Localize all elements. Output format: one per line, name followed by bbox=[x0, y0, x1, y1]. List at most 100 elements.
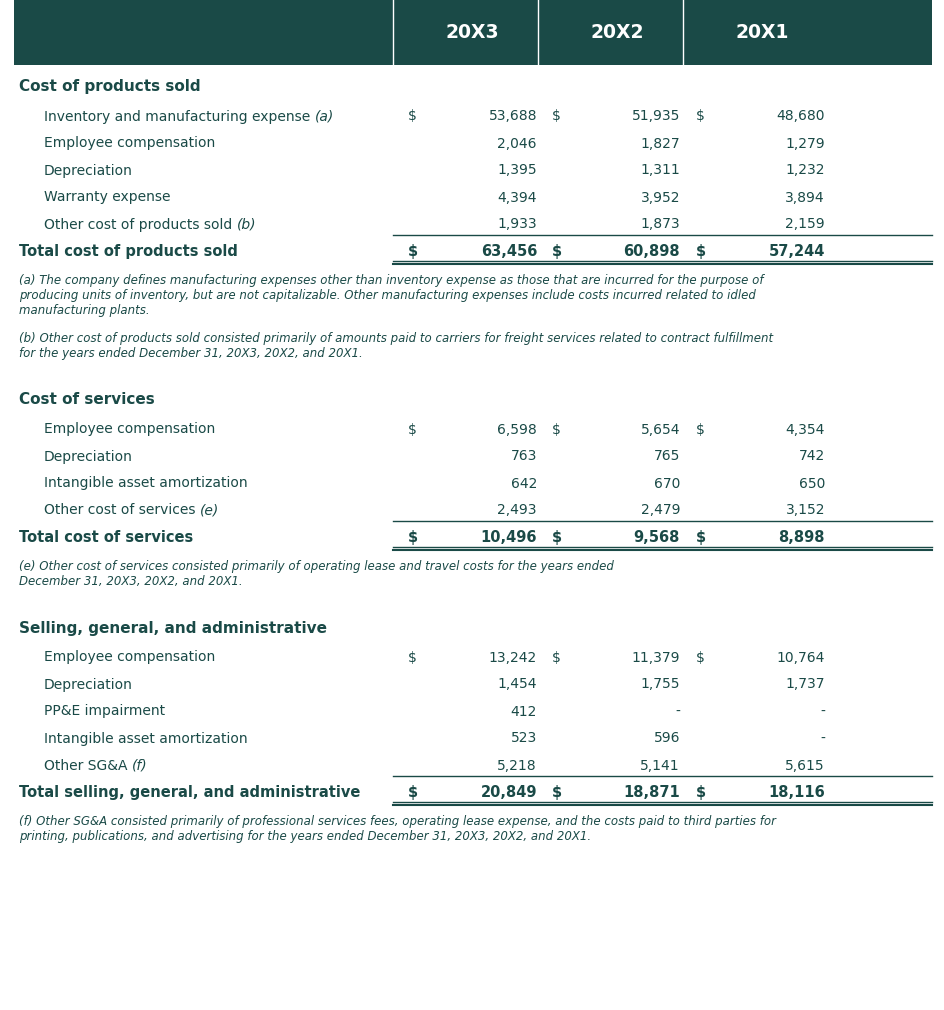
Text: 642: 642 bbox=[510, 477, 536, 491]
Text: 1,395: 1,395 bbox=[497, 164, 536, 178]
Text: 4,394: 4,394 bbox=[497, 191, 536, 204]
Text: $: $ bbox=[696, 530, 705, 545]
Text: 1,933: 1,933 bbox=[497, 217, 536, 231]
Text: Inventory and manufacturing expense: Inventory and manufacturing expense bbox=[44, 109, 314, 123]
Text: manufacturing plants.: manufacturing plants. bbox=[19, 304, 149, 317]
Text: 53,688: 53,688 bbox=[488, 109, 536, 123]
Text: 650: 650 bbox=[798, 477, 824, 491]
Text: producing units of inventory, but are not capitalizable. Other manufacturing exp: producing units of inventory, but are no… bbox=[19, 289, 755, 302]
Text: 63,456: 63,456 bbox=[480, 244, 536, 259]
Text: 1,311: 1,311 bbox=[640, 164, 680, 178]
Text: 1,232: 1,232 bbox=[784, 164, 824, 178]
Text: 9,568: 9,568 bbox=[633, 530, 680, 545]
Text: 48,680: 48,680 bbox=[776, 109, 824, 123]
Text: (f): (f) bbox=[132, 759, 147, 773]
Text: 8,898: 8,898 bbox=[778, 530, 824, 545]
Text: 1,279: 1,279 bbox=[784, 136, 824, 150]
Text: 3,152: 3,152 bbox=[784, 504, 824, 517]
Text: 1,873: 1,873 bbox=[640, 217, 680, 231]
Text: (e) Other cost of services consisted primarily of operating lease and travel cos: (e) Other cost of services consisted pri… bbox=[19, 560, 614, 573]
Text: $: $ bbox=[551, 650, 561, 665]
Text: $: $ bbox=[696, 650, 704, 665]
Text: 763: 763 bbox=[510, 449, 536, 464]
Text: 523: 523 bbox=[510, 731, 536, 745]
Text: Selling, general, and administrative: Selling, general, and administrative bbox=[19, 620, 327, 635]
Text: $: $ bbox=[696, 785, 705, 800]
Text: 5,615: 5,615 bbox=[784, 759, 824, 773]
Text: -: - bbox=[819, 731, 824, 745]
Text: 1,737: 1,737 bbox=[784, 678, 824, 692]
Text: Depreciation: Depreciation bbox=[44, 164, 133, 178]
Text: (a) The company defines manufacturing expenses other than inventory expense as t: (a) The company defines manufacturing ex… bbox=[19, 274, 763, 287]
Text: 2,046: 2,046 bbox=[497, 136, 536, 150]
Text: 3,894: 3,894 bbox=[784, 191, 824, 204]
Text: 20X3: 20X3 bbox=[445, 23, 498, 42]
Text: $: $ bbox=[551, 109, 561, 123]
Text: 4,354: 4,354 bbox=[784, 422, 824, 436]
Text: Employee compensation: Employee compensation bbox=[44, 136, 215, 150]
Text: 13,242: 13,242 bbox=[488, 650, 536, 665]
Text: 18,871: 18,871 bbox=[623, 785, 680, 800]
Text: $: $ bbox=[696, 422, 704, 436]
Text: $: $ bbox=[551, 785, 562, 800]
Text: 60,898: 60,898 bbox=[623, 244, 680, 259]
Text: $: $ bbox=[408, 422, 416, 436]
Text: 1,755: 1,755 bbox=[640, 678, 680, 692]
Text: 1,454: 1,454 bbox=[497, 678, 536, 692]
Text: (f) Other SG&A consisted primarily of professional services fees, operating leas: (f) Other SG&A consisted primarily of pr… bbox=[19, 815, 775, 828]
Text: $: $ bbox=[408, 244, 417, 259]
Text: (b): (b) bbox=[236, 217, 256, 231]
Text: Intangible asset amortization: Intangible asset amortization bbox=[44, 477, 247, 491]
Text: December 31, 20X3, 20X2, and 20X1.: December 31, 20X3, 20X2, and 20X1. bbox=[19, 575, 243, 588]
Text: 670: 670 bbox=[653, 477, 680, 491]
Text: 2,493: 2,493 bbox=[497, 504, 536, 517]
Text: 742: 742 bbox=[798, 449, 824, 464]
Text: Total cost of products sold: Total cost of products sold bbox=[19, 244, 238, 259]
Text: Other cost of services: Other cost of services bbox=[44, 504, 200, 517]
Text: (a): (a) bbox=[314, 109, 333, 123]
Text: 412: 412 bbox=[510, 705, 536, 718]
Text: 6,598: 6,598 bbox=[497, 422, 536, 436]
Text: Cost of products sold: Cost of products sold bbox=[19, 80, 200, 95]
Text: Warranty expense: Warranty expense bbox=[44, 191, 170, 204]
Text: $: $ bbox=[551, 422, 561, 436]
Text: printing, publications, and advertising for the years ended December 31, 20X3, 2: printing, publications, and advertising … bbox=[19, 830, 591, 843]
Text: Total selling, general, and administrative: Total selling, general, and administrati… bbox=[19, 785, 360, 800]
Text: 20X2: 20X2 bbox=[590, 23, 643, 42]
Text: $: $ bbox=[408, 109, 416, 123]
Text: $: $ bbox=[408, 650, 416, 665]
Text: 5,141: 5,141 bbox=[640, 759, 680, 773]
Text: Depreciation: Depreciation bbox=[44, 678, 133, 692]
Text: 10,496: 10,496 bbox=[480, 530, 536, 545]
Text: 51,935: 51,935 bbox=[631, 109, 680, 123]
Text: 5,654: 5,654 bbox=[640, 422, 680, 436]
Text: Total cost of services: Total cost of services bbox=[19, 530, 193, 545]
Text: 20X1: 20X1 bbox=[734, 23, 788, 42]
Text: PP&E impairment: PP&E impairment bbox=[44, 705, 165, 718]
Text: $: $ bbox=[696, 244, 705, 259]
Text: -: - bbox=[819, 705, 824, 718]
Text: 11,379: 11,379 bbox=[631, 650, 680, 665]
Text: (b) Other cost of products sold consisted primarily of amounts paid to carriers : (b) Other cost of products sold consiste… bbox=[19, 332, 772, 345]
Text: 2,479: 2,479 bbox=[640, 504, 680, 517]
Text: for the years ended December 31, 20X3, 20X2, and 20X1.: for the years ended December 31, 20X3, 2… bbox=[19, 347, 362, 360]
Bar bbox=[14, 0, 931, 65]
Text: $: $ bbox=[696, 109, 704, 123]
Text: 765: 765 bbox=[653, 449, 680, 464]
Text: 1,827: 1,827 bbox=[640, 136, 680, 150]
Text: Intangible asset amortization: Intangible asset amortization bbox=[44, 731, 247, 745]
Text: $: $ bbox=[551, 530, 562, 545]
Text: 3,952: 3,952 bbox=[640, 191, 680, 204]
Text: Employee compensation: Employee compensation bbox=[44, 650, 215, 665]
Text: 596: 596 bbox=[653, 731, 680, 745]
Text: Other SG&A: Other SG&A bbox=[44, 759, 132, 773]
Text: 20,849: 20,849 bbox=[480, 785, 536, 800]
Text: Other cost of products sold: Other cost of products sold bbox=[44, 217, 236, 231]
Text: -: - bbox=[674, 705, 680, 718]
Text: 10,764: 10,764 bbox=[776, 650, 824, 665]
Text: Depreciation: Depreciation bbox=[44, 449, 133, 464]
Text: 5,218: 5,218 bbox=[497, 759, 536, 773]
Text: Cost of services: Cost of services bbox=[19, 393, 155, 407]
Text: $: $ bbox=[408, 530, 417, 545]
Text: 18,116: 18,116 bbox=[767, 785, 824, 800]
